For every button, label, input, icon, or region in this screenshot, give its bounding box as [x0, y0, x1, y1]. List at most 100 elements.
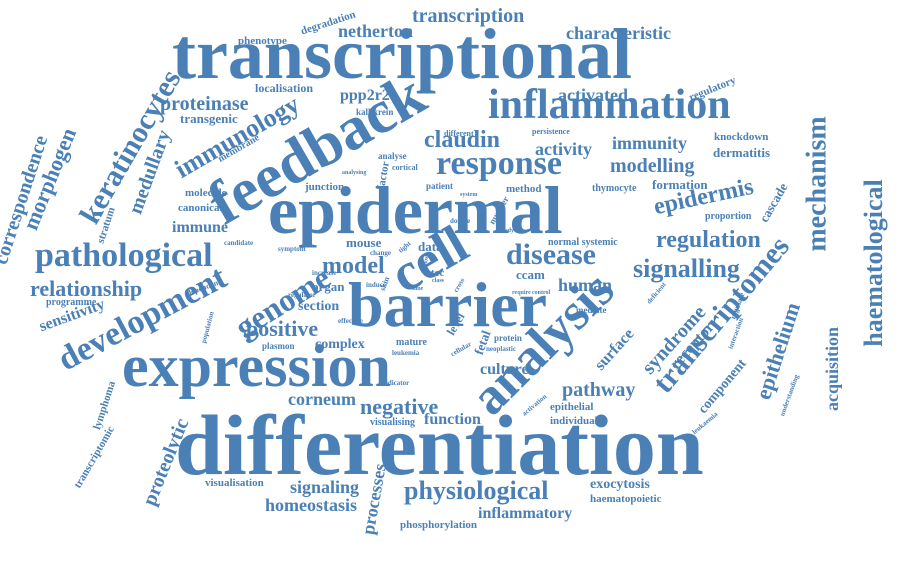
- word-characteristic: characteristic: [566, 23, 671, 43]
- word-signalling: signalling: [633, 254, 740, 283]
- word-culture: culture: [480, 361, 529, 378]
- word-modelling: modelling: [610, 155, 695, 177]
- word-mediate: mediate: [576, 305, 607, 315]
- word-effective: effective: [338, 317, 363, 325]
- word-epidermal: epidermal: [268, 172, 563, 248]
- word-symptom: symptom: [278, 245, 306, 253]
- word-physiological: physiological: [404, 476, 549, 505]
- word-surface: surface: [591, 325, 638, 374]
- word-barrier: barrier: [348, 269, 547, 340]
- word-mature: mature: [396, 337, 427, 348]
- word-lymphoma: lymphoma: [91, 379, 119, 432]
- word-positive: positive: [246, 316, 319, 341]
- word-response: response: [436, 145, 562, 182]
- word-molecule: molecule: [185, 187, 227, 199]
- word-canonical: canonical: [178, 202, 223, 214]
- word-cortical: cortical: [392, 163, 418, 172]
- word-relationship: relationship: [30, 276, 143, 301]
- word-neoplastic: neoplastic: [486, 345, 516, 353]
- word-understanding: understanding: [778, 373, 801, 418]
- word-negative: negative: [360, 394, 439, 419]
- word-organ: organ: [312, 279, 345, 294]
- word-component: component: [695, 356, 750, 417]
- word-regulation: regulation: [656, 227, 761, 253]
- word-analysing: analysing: [342, 170, 367, 176]
- word-section: section: [298, 299, 340, 314]
- word-corneum: corneum: [288, 389, 356, 409]
- word-class: class: [432, 278, 444, 284]
- word-control: control: [532, 290, 551, 296]
- word-method: method: [506, 183, 542, 195]
- word-exocytosis: exocytosis: [590, 477, 650, 492]
- word-differentiation: differentiation: [175, 397, 704, 493]
- word-ccam: ccam: [516, 267, 545, 282]
- word-plasmon: plasmon: [262, 341, 295, 351]
- word-immune: immune: [172, 219, 228, 236]
- word-regulator: regulator: [288, 291, 316, 299]
- word-human: human: [558, 275, 613, 295]
- word-signaling: signaling: [290, 477, 360, 497]
- word-ppp2r2a: ppp2r2a: [340, 87, 398, 104]
- word-mouse: mouse: [346, 235, 382, 250]
- word-indicator: indicator: [382, 379, 410, 387]
- word-pathway: pathway: [562, 379, 636, 401]
- word-inflammation: inflammation: [488, 82, 731, 128]
- word-study: study: [500, 228, 515, 234]
- word-model: model: [322, 253, 385, 279]
- word-double: double: [450, 217, 471, 225]
- word-thymocyte: thymocyte: [592, 183, 637, 194]
- word-individual: individual: [550, 415, 598, 427]
- word-homeostasis: homeostasis: [265, 495, 358, 515]
- word-cellular: cellular: [449, 339, 473, 359]
- word-cascade: cascade: [756, 180, 791, 225]
- word-immunity: immunity: [612, 133, 688, 153]
- word-protein: protein: [494, 333, 522, 343]
- word-time: time: [412, 286, 424, 292]
- word-phenotype: phenotype: [238, 35, 287, 47]
- word-haematopoietic: haematopoietic: [590, 493, 662, 505]
- word-localisation: localisation: [255, 81, 314, 95]
- word-disease: disease: [506, 238, 596, 271]
- word-complex: complex: [315, 337, 365, 352]
- word-acquisition: acquisition: [822, 326, 843, 412]
- word-normal-systemic: normal systemic: [548, 237, 618, 248]
- word-data: data: [418, 239, 443, 254]
- word-inflammatory: inflammatory: [478, 505, 573, 522]
- word-deficient: deficient: [645, 280, 668, 306]
- word-formation: formation: [652, 177, 708, 192]
- word-change: change: [370, 249, 391, 257]
- word-junction: junction: [305, 181, 345, 193]
- word-claudin: claudin: [424, 127, 501, 153]
- word-proteinase: proteinase: [160, 93, 249, 115]
- word-activity: activity: [535, 139, 592, 159]
- word-candidate: candidate: [224, 239, 254, 247]
- word-leukemia: leukemia: [392, 349, 420, 357]
- word-netherton: netherton: [338, 21, 413, 41]
- word-transcriptional: transcriptional: [172, 14, 632, 94]
- word-system: system: [460, 192, 478, 198]
- word-analyse: analyse: [378, 151, 407, 161]
- word-patient: patient: [426, 181, 453, 191]
- word-visualisation: visualisation: [205, 477, 264, 489]
- word-visualising: visualising: [370, 417, 416, 428]
- word-different: different: [444, 129, 474, 138]
- word-transcription: transcription: [412, 5, 525, 27]
- word-haematological: haematological: [858, 179, 888, 347]
- word-function: function: [424, 411, 481, 428]
- word-transgenic: transgenic: [180, 111, 238, 126]
- word-induce: induce: [366, 281, 386, 289]
- word-increase: increase: [312, 269, 337, 277]
- word-dermatitis: dermatitis: [713, 145, 771, 160]
- word-knockdown: knockdown: [714, 131, 769, 143]
- word-kallikrein: kallikrein: [356, 107, 394, 117]
- word-pathological: pathological: [35, 237, 213, 274]
- word-mechanism: mechanism: [801, 116, 833, 252]
- word-activated: activated: [558, 85, 628, 105]
- word-epithelial: epithelial: [550, 401, 594, 413]
- word-expression: expression: [122, 333, 391, 399]
- word-proportion: proportion: [705, 211, 752, 222]
- word-require: require: [512, 290, 531, 296]
- word-programme: programme: [46, 297, 97, 308]
- word-ctec: ctec: [426, 267, 445, 279]
